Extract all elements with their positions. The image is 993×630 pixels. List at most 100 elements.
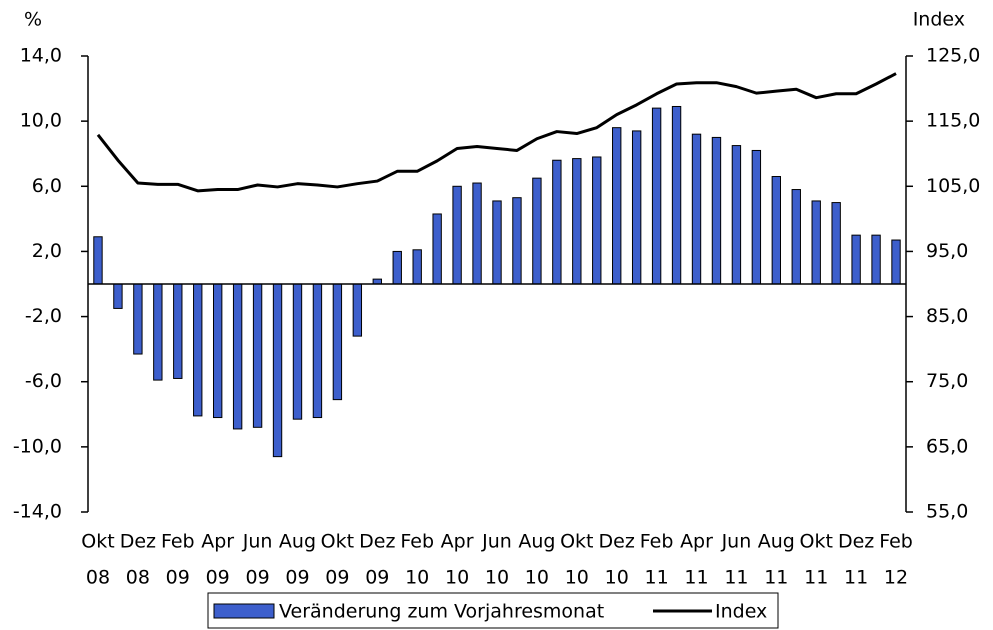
x-tick-label: Okt (81, 531, 114, 553)
x-tick-label: 09 (285, 567, 309, 589)
bar (472, 182, 482, 285)
y2-tick-label: 85,0 (926, 305, 968, 327)
y2-tick-label: 95,0 (926, 240, 968, 262)
y2-axis-title: Index (913, 9, 965, 31)
bar (871, 234, 881, 285)
x-tick-label: 08 (126, 567, 150, 589)
y2-tick-label: 75,0 (926, 370, 968, 392)
bar (592, 156, 602, 285)
x-tick-label: Feb (161, 531, 195, 553)
bar (651, 107, 662, 285)
bar (552, 159, 562, 285)
index-line (96, 72, 897, 193)
x-tick-label: 09 (245, 567, 269, 589)
y2-tick-label: 55,0 (926, 501, 968, 523)
x-tick-label: 10 (405, 567, 429, 589)
bar (412, 249, 422, 285)
bar (133, 283, 143, 355)
bar (93, 236, 103, 285)
bar (252, 283, 263, 428)
y-tick-label: 10,0 (20, 110, 62, 132)
x-tick-label: 09 (166, 567, 190, 589)
x-tick-label: 11 (844, 567, 868, 589)
x-tick-label: Feb (879, 531, 913, 553)
bar (193, 283, 203, 417)
bar (831, 202, 841, 285)
x-tick-label: 11 (645, 567, 669, 589)
x-tick-label: Jun (481, 531, 512, 553)
y2-tick-label: 115,0 (926, 110, 980, 132)
x-tick-label: 11 (724, 567, 748, 589)
x-tick-label: Aug (279, 531, 316, 553)
y-tick-label: 14,0 (20, 45, 62, 67)
x-tick-label: Dez (838, 531, 874, 553)
y-tick-label: -10,0 (13, 435, 62, 457)
x-tick-label: 08 (86, 567, 110, 589)
y-tick-label: 6,0 (32, 175, 62, 197)
bar (891, 239, 901, 285)
x-tick-label: Jun (242, 531, 273, 553)
x-tick-label: 11 (684, 567, 708, 589)
y-tick-label: -2,0 (25, 305, 62, 327)
x-tick-label: Apr (441, 531, 474, 553)
bar (492, 200, 502, 285)
x-tick-label: Apr (680, 531, 713, 553)
x-tick-label: 12 (884, 567, 908, 589)
bar (811, 200, 821, 285)
legend-label: Index (715, 601, 767, 623)
bar (113, 283, 123, 309)
bar (851, 234, 861, 285)
bar (691, 133, 702, 285)
x-tick-label: Okt (321, 531, 354, 553)
bar (173, 283, 183, 379)
bar (232, 283, 243, 430)
x-tick-label: 10 (445, 567, 469, 589)
bar (153, 283, 163, 381)
x-tick-label: Apr (201, 531, 234, 553)
bar (352, 283, 363, 337)
bar (731, 145, 742, 285)
x-tick-label: 09 (365, 567, 389, 589)
x-tick-label: Aug (518, 531, 555, 553)
x-tick-label: Jun (721, 531, 752, 553)
y-tick-label: 2,0 (32, 240, 62, 262)
bar (292, 283, 303, 420)
x-tick-label: 10 (605, 567, 629, 589)
x-tick-label: Okt (800, 531, 833, 553)
x-tick-label: Dez (120, 531, 156, 553)
x-tick-label: 11 (764, 567, 788, 589)
x-tick-label: Feb (640, 531, 674, 553)
bar (392, 250, 402, 285)
x-tick-label: Okt (560, 531, 593, 553)
bar (452, 185, 462, 285)
x-tick-label: Feb (400, 531, 434, 553)
x-tick-label: 10 (525, 567, 549, 589)
y2-tick-label: 65,0 (926, 435, 968, 457)
x-tick-label: Dez (359, 531, 395, 553)
bar (332, 283, 343, 401)
bar (312, 283, 323, 419)
x-tick-label: 10 (565, 567, 589, 589)
bar (212, 283, 223, 419)
bar (532, 177, 542, 285)
bar (572, 158, 582, 285)
bar (771, 176, 782, 285)
bar (432, 213, 442, 285)
y-tick-label: -14,0 (13, 501, 62, 523)
bar (612, 127, 622, 285)
bar (671, 105, 682, 285)
legend-swatch (213, 603, 275, 619)
y2-tick-label: 105,0 (926, 175, 980, 197)
bar (791, 189, 801, 285)
bar (272, 283, 283, 458)
y-tick-label: -6,0 (25, 370, 62, 392)
x-tick-label: 11 (804, 567, 828, 589)
bar (631, 130, 642, 285)
x-tick-label: 09 (206, 567, 230, 589)
bar (711, 136, 722, 285)
bar (751, 149, 762, 285)
legend-label: Veränderung zum Vorjahresmonat (279, 601, 604, 623)
bar (512, 197, 522, 285)
y-axis-title: % (24, 9, 42, 31)
